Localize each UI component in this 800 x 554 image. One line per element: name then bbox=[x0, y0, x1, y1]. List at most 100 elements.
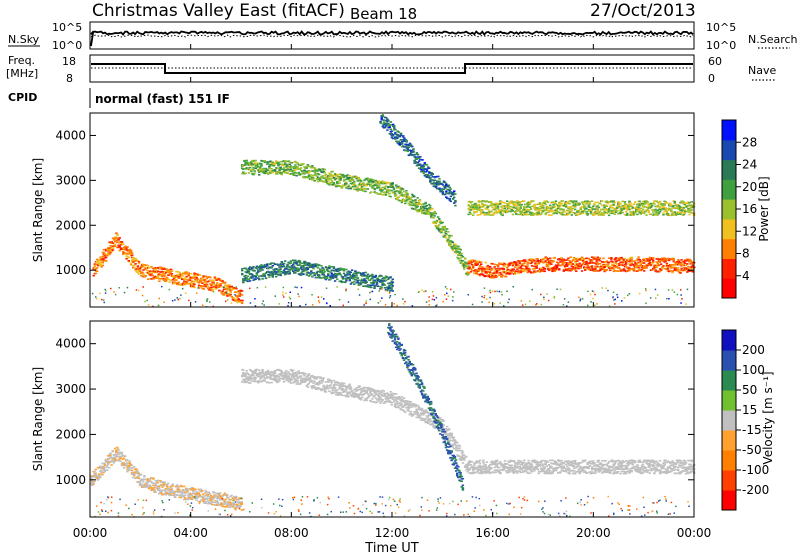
range-cell bbox=[220, 292, 223, 294]
range-cell bbox=[153, 276, 157, 279]
range-cell bbox=[414, 162, 417, 164]
range-cell bbox=[319, 168, 322, 171]
range-cell bbox=[364, 184, 367, 186]
feature-outer-trace bbox=[379, 114, 457, 207]
range-cell bbox=[336, 286, 338, 288]
range-cell bbox=[584, 267, 587, 270]
range-cell bbox=[453, 190, 456, 192]
range-cell bbox=[643, 212, 646, 215]
range-cell bbox=[501, 263, 504, 266]
range-cell bbox=[92, 274, 95, 277]
range-cell bbox=[645, 289, 647, 292]
range-cell bbox=[475, 272, 478, 275]
range-cell bbox=[160, 267, 163, 269]
range-cell bbox=[396, 130, 399, 132]
range-cell bbox=[212, 291, 215, 293]
range-cell bbox=[280, 262, 283, 264]
range-cell bbox=[118, 287, 120, 289]
range-cell bbox=[298, 260, 302, 262]
range-cell bbox=[300, 286, 303, 289]
range-cell bbox=[467, 272, 470, 274]
range-cell bbox=[122, 243, 125, 245]
range-cell bbox=[621, 300, 623, 302]
range-cell bbox=[124, 246, 127, 248]
range-cell bbox=[595, 260, 598, 263]
range-cell bbox=[250, 162, 253, 164]
range-cell bbox=[492, 277, 495, 279]
range-cell bbox=[546, 258, 550, 260]
range-cell bbox=[248, 273, 252, 276]
range-cell bbox=[587, 290, 589, 293]
range-cell bbox=[336, 278, 339, 280]
range-cell bbox=[476, 263, 479, 265]
range-cell bbox=[489, 289, 491, 292]
range-cell bbox=[194, 275, 197, 278]
range-cell bbox=[598, 269, 602, 272]
range-cell bbox=[506, 200, 509, 202]
range-cell bbox=[623, 201, 627, 203]
range-cell bbox=[189, 272, 193, 275]
range-cell bbox=[131, 254, 134, 256]
range-cell bbox=[665, 259, 669, 261]
range-cell bbox=[387, 278, 390, 281]
range-cell bbox=[547, 264, 551, 267]
station-title: Christmas Valley East (fitACF) bbox=[92, 1, 345, 21]
range-cell bbox=[569, 208, 572, 210]
range-cell bbox=[628, 263, 631, 265]
range-cell bbox=[175, 275, 178, 277]
range-cell bbox=[303, 263, 306, 265]
range-cell bbox=[260, 266, 263, 269]
range-cell bbox=[407, 202, 410, 205]
range-cell bbox=[473, 212, 476, 214]
range-cell bbox=[335, 185, 338, 188]
range-cell bbox=[318, 264, 321, 266]
range-cell bbox=[681, 263, 684, 266]
range-cell bbox=[449, 245, 452, 247]
range-cell bbox=[236, 301, 239, 304]
range-cell bbox=[586, 200, 589, 202]
range-cell bbox=[107, 252, 110, 254]
range-cell bbox=[477, 267, 481, 270]
range-cell bbox=[99, 292, 101, 295]
range-cell bbox=[579, 212, 582, 215]
range-cell bbox=[493, 270, 496, 272]
range-cell bbox=[323, 172, 327, 174]
range-cell bbox=[382, 193, 385, 196]
range-cell bbox=[583, 202, 586, 204]
range-cell bbox=[319, 271, 322, 274]
range-cell bbox=[464, 257, 467, 260]
range-cell bbox=[389, 124, 392, 126]
range-cell bbox=[339, 185, 342, 188]
range-cell bbox=[680, 302, 682, 304]
range-cell bbox=[425, 176, 429, 178]
range-cell bbox=[639, 264, 642, 266]
range-cell bbox=[547, 214, 551, 216]
range-cell bbox=[503, 202, 507, 204]
range-cell bbox=[271, 171, 274, 174]
range-cell bbox=[527, 209, 530, 211]
range-cell bbox=[191, 280, 194, 283]
range-cell bbox=[312, 272, 315, 274]
range-cell bbox=[586, 212, 589, 215]
range-cell bbox=[417, 164, 421, 167]
range-cell bbox=[444, 181, 447, 184]
range-cell bbox=[228, 284, 231, 286]
range-cell bbox=[660, 269, 663, 271]
range-cell bbox=[580, 206, 584, 208]
range-cell bbox=[290, 265, 294, 267]
range-cell bbox=[153, 271, 157, 274]
range-cell bbox=[427, 174, 430, 176]
range-cell bbox=[678, 211, 681, 214]
range-cell bbox=[180, 294, 182, 296]
range-cell bbox=[365, 184, 368, 187]
range-cell bbox=[285, 267, 288, 269]
range-cell bbox=[305, 303, 307, 306]
range-cell bbox=[605, 205, 609, 207]
range-cell bbox=[627, 203, 630, 206]
range-cell bbox=[186, 280, 189, 282]
range-cell bbox=[503, 210, 507, 212]
range-cell bbox=[454, 204, 457, 207]
range-cell bbox=[311, 165, 314, 167]
range-cell bbox=[517, 260, 520, 262]
range-cell bbox=[589, 293, 592, 296]
